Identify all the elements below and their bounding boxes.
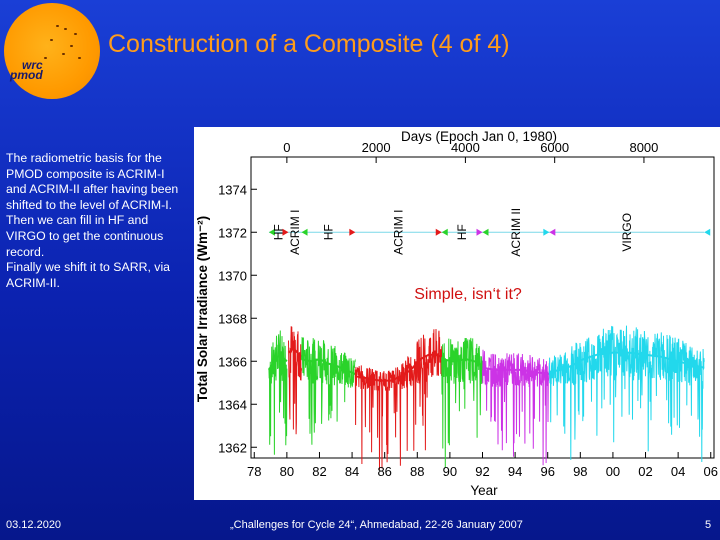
tsi-composite-chart: HF ACRIM I HF ACRIM I HF ACRIM II VIRGO 78 80 82…: [194, 127, 720, 500]
series-line: [268, 330, 288, 455]
y-tick-label: 1370: [218, 268, 247, 283]
body-text: The radiometric basis for the PMOD compo…: [6, 151, 188, 291]
x2-tick-label: 8000: [629, 140, 658, 155]
series-segment: [301, 336, 356, 445]
series-mean-line: [441, 358, 483, 367]
x-axis-label: Year: [470, 483, 498, 498]
series-mean-line: [549, 351, 705, 373]
x2-axis-label: Days (Epoch Jan 0, 1980): [401, 129, 557, 144]
series-line: [441, 337, 483, 468]
y-tick-label: 1364: [218, 397, 247, 412]
segment-marker: [282, 228, 289, 236]
series-line: [301, 336, 356, 445]
y-tick-label: 1372: [218, 225, 247, 240]
segment-marker: [349, 228, 356, 236]
x-tick-label: 98: [573, 464, 587, 479]
slide-title: Construction of a Composite (4 of 4): [108, 30, 510, 58]
plot-frame: [250, 156, 715, 459]
y-tick-label: 1368: [218, 311, 247, 326]
body-paragraph: Finally we shift it to SARR, via ACRIM-I…: [6, 260, 171, 290]
y-tick-label: 1374: [218, 182, 247, 197]
x2-tick-label: 6000: [540, 140, 569, 155]
y-tick-label: 1362: [218, 440, 247, 455]
series-line: [288, 326, 302, 435]
segment-label: HF: [272, 224, 286, 240]
series-mean-line: [268, 353, 288, 371]
page-number: 5: [705, 519, 712, 531]
x-tick-label: 82: [312, 464, 326, 479]
series-segment: [287, 326, 303, 435]
series-segment: [482, 349, 550, 466]
x-tick-label: 80: [280, 464, 294, 479]
x-tick-label: 86: [377, 464, 391, 479]
segment-marker: [441, 228, 448, 236]
body-paragraph: The radiometric basis for the PMOD compo…: [6, 151, 179, 212]
x2-tick-label: 0: [283, 140, 290, 155]
segment-label: ACRIM I: [288, 210, 302, 255]
footer-event: „Challenges for Cycle 24“, Ahmedabad, 22…: [230, 519, 523, 531]
segment-marker: [482, 228, 489, 236]
x-tick-label: 84: [345, 464, 359, 479]
segment-marker: [543, 228, 550, 236]
footer-date: 03.12.2020: [6, 519, 62, 531]
x-tick-label: 02: [638, 464, 652, 479]
chart-svg: HF ACRIM I HF ACRIM I HF ACRIM II VIRGO 78 80 82…: [195, 129, 718, 498]
body-paragraph: Then we can fill in HF and VIRGO to get …: [6, 213, 164, 259]
segment-marker: [704, 228, 711, 236]
x-tick-label: 96: [540, 464, 554, 479]
segment-label: HF: [321, 224, 335, 240]
logo-line-1: wrc: [22, 58, 43, 72]
x2-tick-label: 2000: [362, 140, 391, 155]
logo-line-2: pmod: [10, 68, 43, 82]
segment-label: ACRIM II: [509, 208, 523, 257]
segment-label: HF: [455, 224, 469, 240]
series-line: [482, 349, 550, 466]
x-tick-label: 06: [704, 464, 718, 479]
y-axis-label: Total Solar Irradiance (Wm⁻²): [195, 216, 210, 402]
x-tick-label: 04: [671, 464, 685, 479]
segment-marker: [476, 228, 483, 236]
x-tick-label: 78: [247, 464, 261, 479]
series-segment: [268, 330, 288, 455]
x-tick-label: 88: [410, 464, 424, 479]
wrc-pmod-logo: wrc pmod: [10, 58, 43, 82]
x-tick-label: 00: [606, 464, 620, 479]
series-mean-line: [301, 358, 356, 376]
segment-marker: [268, 228, 275, 236]
segment-marker: [435, 228, 442, 236]
series-segment: [354, 328, 443, 470]
sun-logo-image: [4, 3, 100, 99]
x2-tick-label: 4000: [451, 140, 480, 155]
segment-label: VIRGO: [620, 213, 634, 252]
x-tick-label: 90: [443, 464, 457, 479]
x-tick-label: 92: [475, 464, 489, 479]
segment-label: ACRIM I: [392, 210, 406, 255]
series-line: [548, 325, 705, 463]
series-segment: [441, 337, 483, 468]
segment-marker: [549, 228, 556, 236]
y-tick-label: 1366: [218, 354, 247, 369]
series-segment: [548, 325, 705, 463]
series-line: [354, 328, 443, 470]
segment-marker: [301, 228, 308, 236]
series-mean-line: [287, 347, 303, 358]
chart-annotation: Simple, isn‘t it?: [414, 286, 522, 303]
x-tick-label: 94: [508, 464, 522, 479]
series-mean-line: [355, 353, 443, 382]
series-mean-line: [482, 366, 550, 376]
